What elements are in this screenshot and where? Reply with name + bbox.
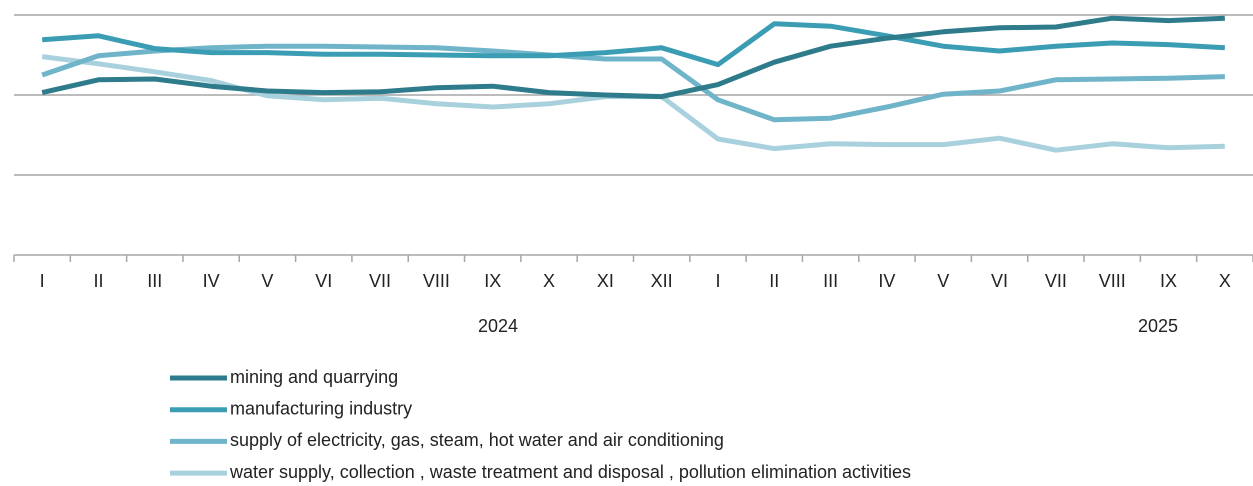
series-line <box>41 15 1225 100</box>
series-line <box>41 54 1225 153</box>
x-tick-label: IX <box>484 271 501 291</box>
x-tick-label: VII <box>369 271 391 291</box>
legend-label: manufacturing industry <box>230 398 412 418</box>
x-tick-label: II <box>93 271 103 291</box>
x-tick-label: V <box>261 271 273 291</box>
x-tick-label: VII <box>1045 271 1067 291</box>
x-tick-label: VIII <box>1099 271 1126 291</box>
legend-label: supply of electricity, gas, steam, hot w… <box>230 430 724 450</box>
x-tick-label: VI <box>315 271 332 291</box>
x-tick-label: III <box>147 271 162 291</box>
x-tick-label: I <box>715 271 720 291</box>
x-tick-label: I <box>40 271 45 291</box>
x-tick-label: VI <box>991 271 1008 291</box>
x-tick-label: X <box>543 271 555 291</box>
x-tick-label: VIII <box>423 271 450 291</box>
legend-label: mining and quarrying <box>230 367 398 387</box>
x-tick-label: IX <box>1160 271 1177 291</box>
x-tick-label: III <box>823 271 838 291</box>
legend-label: water supply, collection , waste treatme… <box>229 462 911 482</box>
x-tick-label: XII <box>651 271 673 291</box>
series-line <box>41 43 1225 123</box>
x-tick-label: IV <box>878 271 895 291</box>
x-tick-label: XI <box>597 271 614 291</box>
x-tick-label: V <box>937 271 949 291</box>
year-label: 2024 <box>478 316 518 336</box>
x-tick-label: II <box>769 271 779 291</box>
x-tick-label: X <box>1219 271 1231 291</box>
x-tick-label: IV <box>203 271 220 291</box>
series-line <box>41 21 1225 68</box>
year-label: 2025 <box>1138 316 1178 336</box>
